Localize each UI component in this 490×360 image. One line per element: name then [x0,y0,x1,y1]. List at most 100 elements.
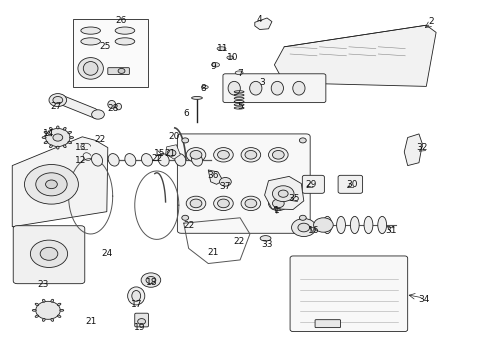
Circle shape [218,150,229,159]
Text: 22: 22 [151,154,162,163]
Polygon shape [166,145,180,159]
Ellipse shape [175,154,186,166]
Ellipse shape [70,136,74,139]
FancyBboxPatch shape [108,68,129,75]
Text: 16: 16 [308,226,319,235]
Circle shape [299,215,306,220]
Ellipse shape [108,154,119,166]
Polygon shape [274,25,436,86]
FancyBboxPatch shape [302,175,324,193]
Ellipse shape [78,58,103,79]
Text: 7: 7 [237,69,243,78]
Ellipse shape [228,81,240,95]
Text: 34: 34 [418,295,430,304]
Text: 8: 8 [200,84,206,93]
Polygon shape [55,94,102,119]
Text: 21: 21 [85,317,97,325]
Circle shape [269,196,288,211]
Circle shape [30,240,68,267]
Text: 20: 20 [168,132,180,141]
Bar [73,19,148,87]
FancyBboxPatch shape [315,320,341,328]
Text: 31: 31 [385,226,397,235]
Circle shape [190,199,202,208]
Ellipse shape [83,62,98,75]
Ellipse shape [51,299,53,302]
Ellipse shape [192,96,202,99]
Text: 25: 25 [99,41,111,50]
Circle shape [49,94,67,107]
Text: 2: 2 [428,17,434,26]
Circle shape [53,134,63,141]
Text: 10: 10 [227,53,239,62]
Ellipse shape [35,303,39,306]
Circle shape [118,68,125,73]
Text: 21: 21 [165,149,176,158]
Text: 12: 12 [75,156,87,165]
Ellipse shape [63,127,66,130]
Circle shape [241,196,261,211]
Text: 27: 27 [50,102,62,111]
Text: 17: 17 [131,300,143,309]
Ellipse shape [43,319,45,321]
Polygon shape [255,18,272,30]
Ellipse shape [323,216,332,234]
Ellipse shape [115,38,135,45]
Ellipse shape [201,85,208,89]
Ellipse shape [235,71,243,75]
FancyBboxPatch shape [135,313,148,327]
Circle shape [272,199,284,208]
Ellipse shape [56,126,59,129]
Ellipse shape [81,38,100,45]
Ellipse shape [35,315,39,318]
Circle shape [272,150,284,159]
Ellipse shape [44,141,48,144]
Circle shape [298,223,310,232]
Circle shape [186,196,206,211]
Ellipse shape [43,299,45,302]
Ellipse shape [127,287,145,305]
Circle shape [214,148,233,162]
FancyBboxPatch shape [338,175,363,193]
Circle shape [292,219,316,237]
Circle shape [167,150,176,156]
Ellipse shape [350,216,359,234]
Ellipse shape [132,291,141,301]
Text: 3: 3 [259,78,265,87]
Text: 33: 33 [261,240,273,248]
Text: 9: 9 [210,62,216,71]
Circle shape [299,138,306,143]
Ellipse shape [32,309,36,311]
Ellipse shape [378,216,387,234]
Ellipse shape [249,81,262,95]
Ellipse shape [271,81,283,95]
Ellipse shape [57,303,61,306]
Text: 1: 1 [274,206,280,215]
Text: 18: 18 [146,278,158,287]
Text: 15: 15 [153,149,165,158]
Circle shape [53,96,63,104]
Text: 19: 19 [134,323,146,332]
Ellipse shape [68,141,72,144]
Text: 13: 13 [75,143,87,152]
Circle shape [269,148,288,162]
Text: 29: 29 [305,180,317,189]
Ellipse shape [57,315,61,318]
FancyBboxPatch shape [223,74,326,103]
Circle shape [278,190,288,197]
Ellipse shape [42,136,46,139]
Circle shape [141,273,161,287]
Text: 30: 30 [346,180,358,189]
Text: 24: 24 [101,249,112,258]
Circle shape [40,247,58,260]
Text: 23: 23 [37,280,49,289]
Ellipse shape [125,154,136,166]
Ellipse shape [44,131,48,134]
Text: 37: 37 [220,182,231,191]
Text: 35: 35 [288,194,300,203]
Circle shape [36,301,60,319]
Ellipse shape [108,100,116,108]
Ellipse shape [192,154,202,166]
FancyBboxPatch shape [177,134,310,233]
Circle shape [24,165,78,204]
